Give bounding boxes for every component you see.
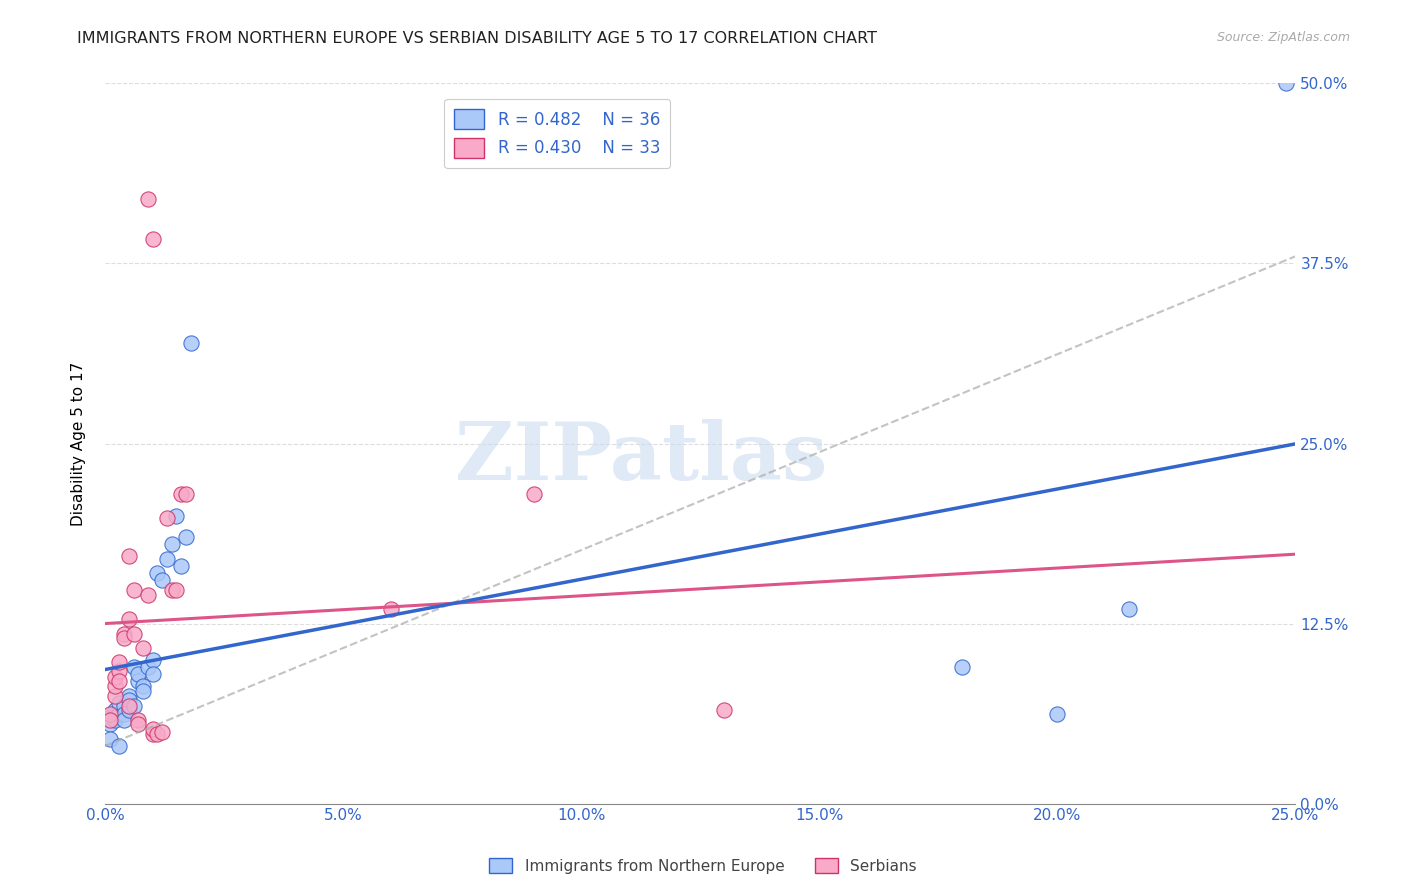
Point: [122, 583, 145, 598]
Point: [112, 698, 135, 713]
Point: [108, 707, 131, 722]
Point: [160, 537, 183, 551]
Point: [98, 713, 121, 727]
Point: [112, 713, 135, 727]
Point: [142, 652, 165, 666]
Point: [174, 530, 197, 544]
Point: [132, 684, 155, 698]
Point: [127, 713, 149, 727]
Point: [118, 698, 141, 713]
Point: [136, 588, 159, 602]
Point: [522, 487, 544, 501]
Text: IMMIGRANTS FROM NORTHERN EUROPE VS SERBIAN DISABILITY AGE 5 TO 17 CORRELATION CH: IMMIGRANTS FROM NORTHERN EUROPE VS SERBI…: [77, 31, 877, 46]
Point: [98, 717, 121, 731]
Point: [108, 696, 131, 710]
Point: [118, 612, 141, 626]
Point: [1275, 77, 1298, 91]
Point: [160, 583, 183, 598]
Point: [112, 626, 135, 640]
Legend: R = 0.482    N = 36, R = 0.430    N = 33: R = 0.482 N = 36, R = 0.430 N = 33: [444, 99, 671, 168]
Point: [118, 703, 141, 717]
Point: [118, 693, 141, 707]
Point: [150, 574, 173, 588]
Point: [122, 626, 145, 640]
Point: [103, 679, 125, 693]
Point: [142, 667, 165, 681]
Point: [170, 558, 193, 573]
Text: ZIPatlas: ZIPatlas: [454, 419, 827, 497]
Point: [112, 631, 135, 645]
Point: [127, 717, 149, 731]
Point: [118, 689, 141, 703]
Point: [165, 583, 187, 598]
Point: [146, 727, 169, 741]
Point: [122, 660, 145, 674]
Point: [136, 192, 159, 206]
Point: [103, 703, 125, 717]
Point: [98, 710, 121, 724]
Point: [103, 710, 125, 724]
Point: [103, 689, 125, 703]
Point: [103, 670, 125, 684]
Point: [170, 487, 193, 501]
Point: [150, 724, 173, 739]
Point: [156, 551, 179, 566]
Point: [98, 707, 121, 722]
Point: [108, 656, 131, 670]
Point: [127, 674, 149, 689]
Point: [108, 739, 131, 753]
Point: [713, 703, 735, 717]
Point: [127, 667, 149, 681]
Point: [174, 487, 197, 501]
Point: [380, 602, 402, 616]
Point: [1118, 602, 1140, 616]
Point: [142, 722, 165, 736]
Point: [103, 713, 125, 727]
Legend: Immigrants from Northern Europe, Serbians: Immigrants from Northern Europe, Serbian…: [484, 852, 922, 880]
Point: [112, 707, 135, 722]
Point: [180, 335, 202, 350]
Text: Source: ZipAtlas.com: Source: ZipAtlas.com: [1216, 31, 1350, 45]
Point: [132, 641, 155, 656]
Point: [165, 508, 187, 523]
Point: [950, 660, 973, 674]
Point: [132, 679, 155, 693]
Point: [136, 660, 159, 674]
Point: [142, 232, 165, 246]
Point: [142, 727, 165, 741]
Point: [108, 664, 131, 678]
Y-axis label: Disability Age 5 to 17: Disability Age 5 to 17: [72, 361, 86, 525]
Point: [122, 698, 145, 713]
Point: [156, 511, 179, 525]
Point: [98, 731, 121, 746]
Point: [108, 674, 131, 689]
Point: [118, 549, 141, 563]
Point: [146, 566, 169, 581]
Point: [1046, 707, 1069, 722]
